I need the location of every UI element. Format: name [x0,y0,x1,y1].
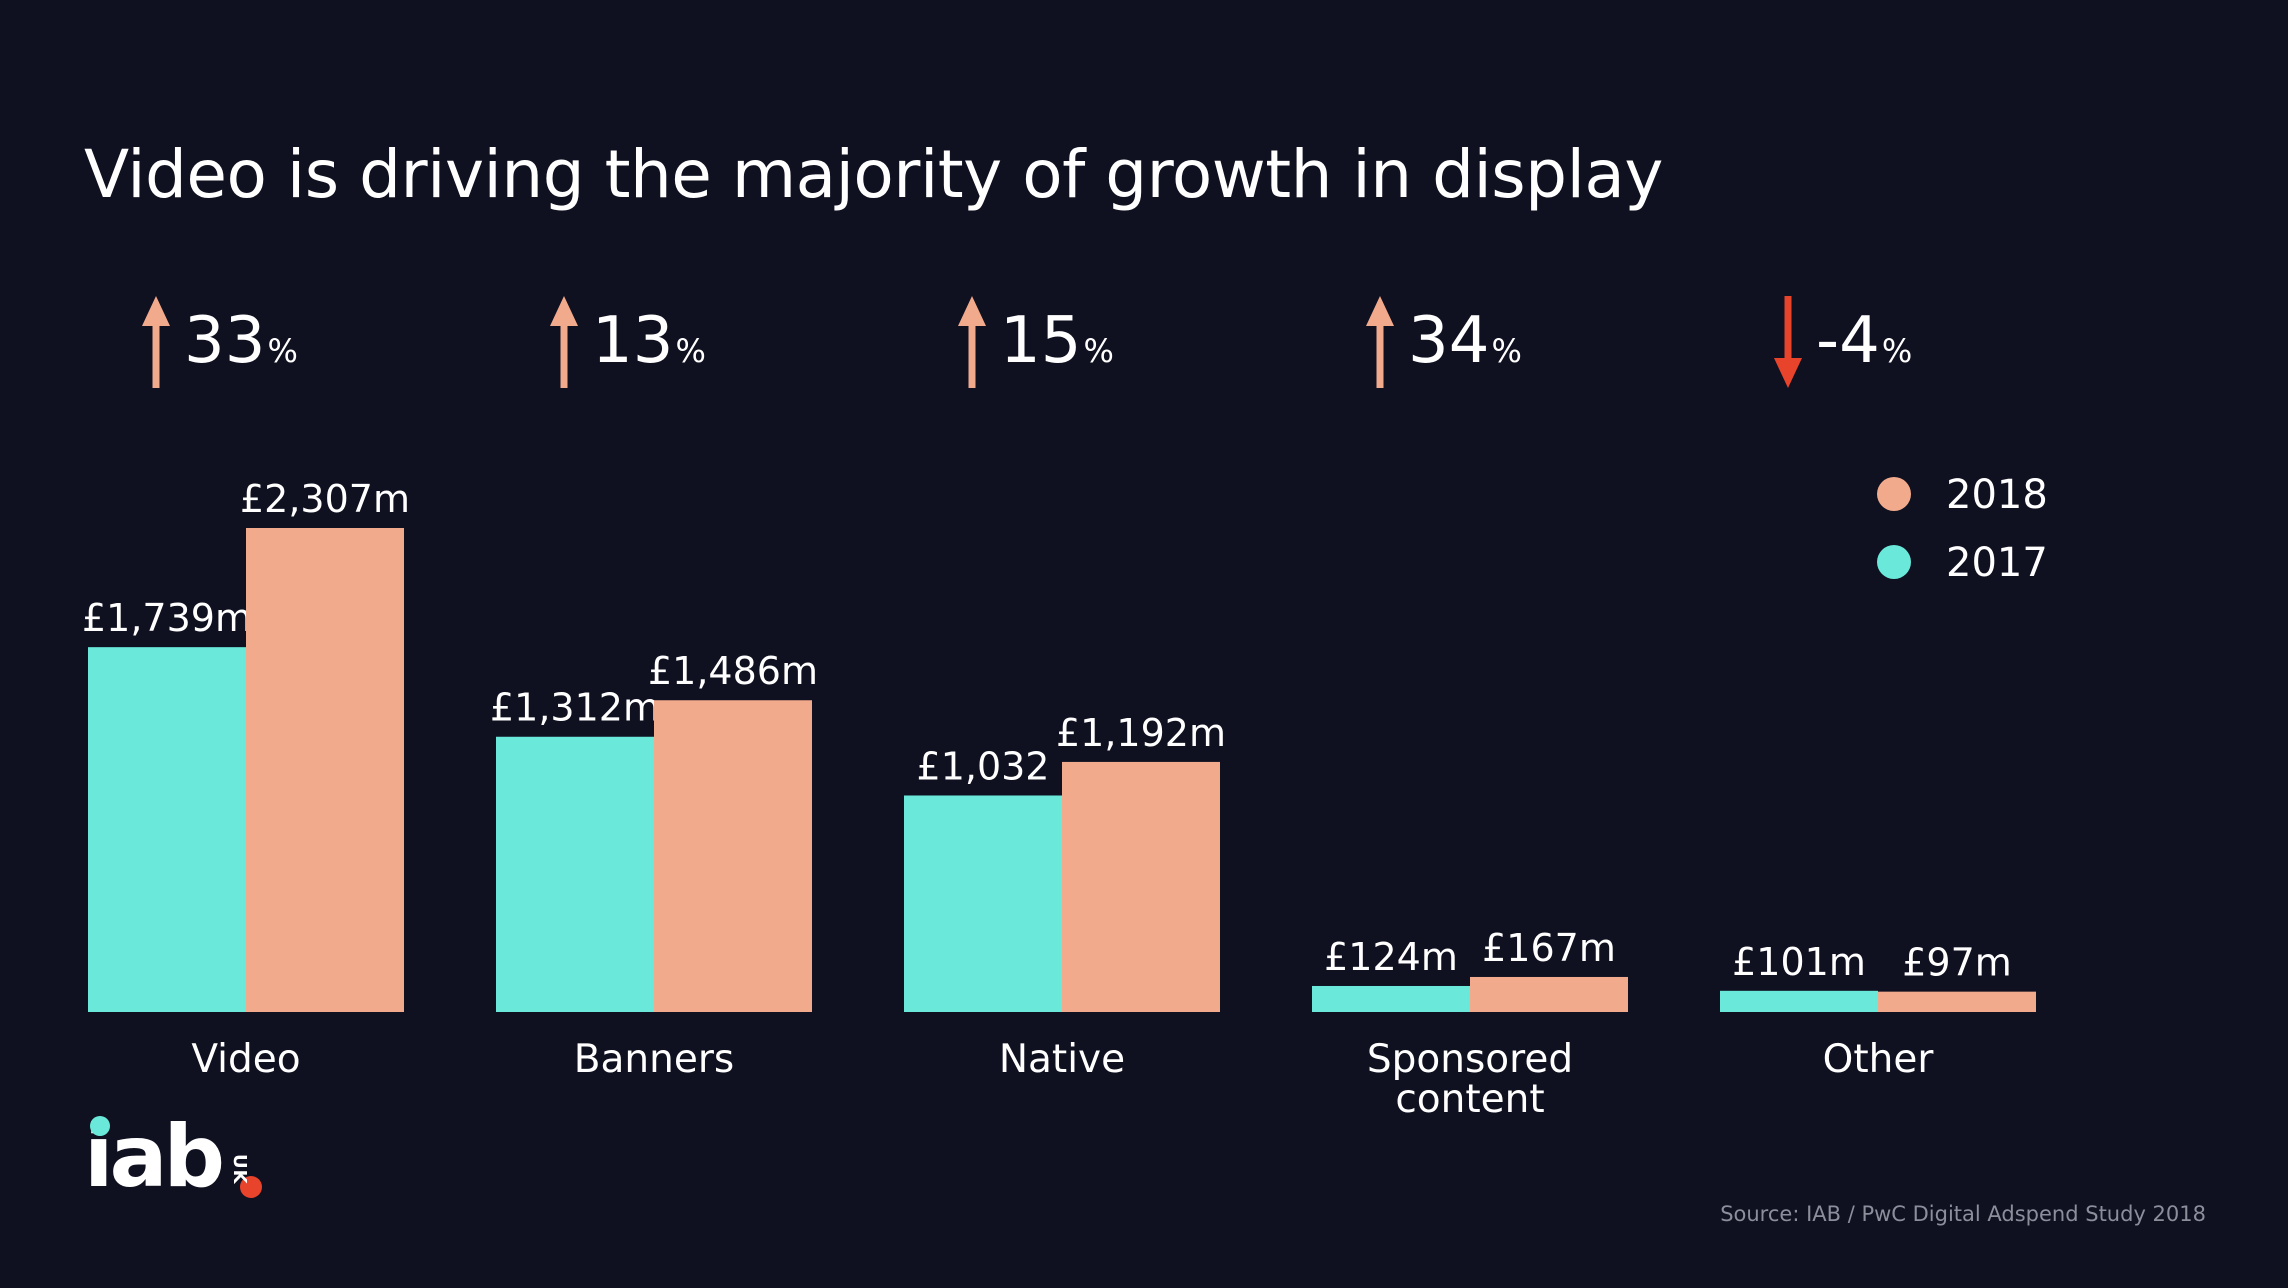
bar-2018-4 [1470,976,1628,1012]
growth-unit-4: % [1491,332,1521,370]
growth-value-5: -4 [1816,304,1880,378]
bar-2017-4 [1312,985,1470,1012]
category-label-1: Video [191,1037,300,1082]
logo-dot-red [240,1176,262,1198]
arrow-up-icon-3 [958,296,986,326]
value-label-2018-2: £1,486m [648,649,818,693]
bar-2018-3 [1062,761,1220,1012]
logo-dot-teal [90,1116,110,1136]
growth-value-4: 34 [1408,304,1489,378]
category-label-3: Native [999,1037,1125,1082]
value-label-2018-5: £97m [1902,941,2012,985]
growth-value-3: 15 [1000,304,1081,378]
growth-unit-2: % [675,332,705,370]
growth-unit-5: % [1882,332,1912,370]
legend-marker-2017 [1877,545,1911,579]
legend-marker-2018 [1877,477,1911,511]
bar-2017-5 [1720,990,1878,1012]
legend-label-2017: 2017 [1946,540,2048,586]
bar-2017-3 [904,795,1062,1012]
iab-uk-logo: iab UK [84,1112,274,1202]
value-label-2017-2: £1,312m [490,686,660,730]
category-label-5: Other [1823,1037,1935,1082]
bar-2018-1 [246,528,404,1012]
logo-suffix: UK [229,1154,250,1185]
value-label-2017-4: £124m [1324,935,1458,979]
value-label-2018-3: £1,192m [1056,711,1226,755]
arrow-up-shaft-4 [1376,316,1384,388]
arrow-up-shaft-3 [968,316,976,388]
growth-unit-1: % [267,332,297,370]
arrow-down-shaft-5 [1784,296,1792,368]
category-label-4-line1: Sponsored [1367,1037,1573,1082]
value-label-2017-5: £101m [1732,940,1866,984]
legend-label-2018: 2018 [1946,472,2048,518]
source-note: Source: IAB / PwC Digital Adspend Study … [1720,1202,2206,1226]
growth-unit-3: % [1083,332,1113,370]
bar-2017-2 [496,736,654,1012]
arrow-up-shaft-1 [152,316,160,388]
growth-value-1: 33 [184,304,265,378]
value-label-2018-4: £167m [1482,926,1616,970]
arrow-up-icon-2 [550,296,578,326]
arrow-up-icon-1 [142,296,170,326]
bar-2017-1 [88,647,246,1012]
category-label-2: Banners [574,1037,734,1082]
chart-title: Video is driving the majority of growth … [84,136,1663,213]
value-label-2017-1: £1,739m [82,596,252,640]
arrow-up-icon-4 [1366,296,1394,326]
bar-2018-2 [654,700,812,1012]
arrow-up-shaft-2 [560,316,568,388]
bar-2018-5 [1878,991,2036,1012]
arrow-down-icon-5 [1774,358,1802,388]
value-label-2018-1: £2,307m [240,477,410,521]
growth-value-2: 13 [592,304,673,378]
category-label-4-line2: content [1395,1077,1544,1122]
value-label-2017-3: £1,032 [917,744,1050,788]
